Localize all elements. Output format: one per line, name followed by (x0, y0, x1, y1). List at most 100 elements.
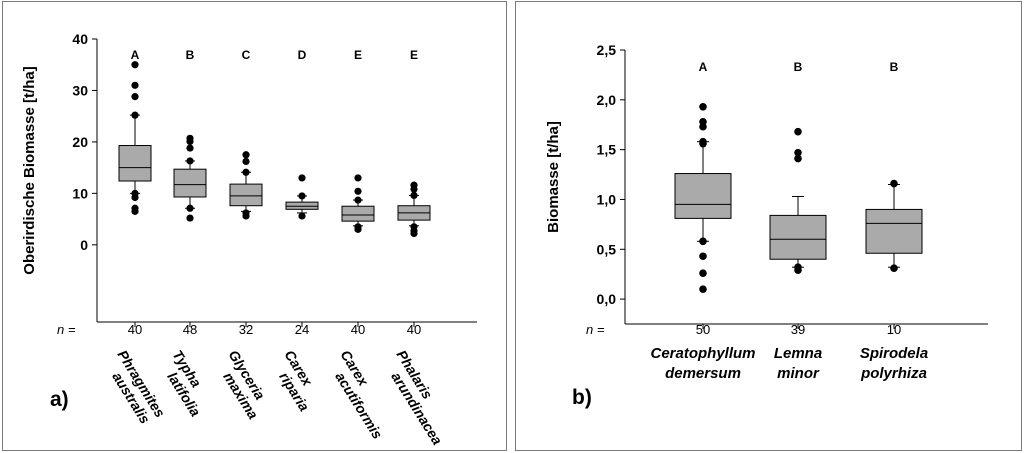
n-value: 40 (128, 322, 142, 337)
category-label-line1: Lemna (774, 345, 822, 362)
outlier-point (410, 229, 418, 238)
outlier-point (242, 212, 250, 220)
box-1 (118, 61, 152, 215)
outlier-point (794, 154, 802, 163)
outlier-point (699, 102, 707, 111)
iqr-box (341, 205, 375, 222)
y-tick-label: 20 (72, 134, 88, 150)
significance-letter: D (298, 48, 307, 62)
outlier-point (410, 191, 418, 200)
outlier-point (298, 174, 306, 182)
outlier-point (186, 214, 194, 222)
iqr-box (229, 183, 263, 207)
box-1 (674, 102, 732, 293)
outlier-point (131, 61, 139, 69)
n-value: 39 (791, 322, 805, 337)
outlier-point (298, 192, 306, 200)
outlier-point (354, 196, 362, 204)
outlier-point (354, 225, 362, 233)
outlier-point (354, 187, 362, 195)
iqr-box (173, 168, 207, 198)
outlier-point (242, 168, 250, 176)
significance-letter: B (186, 48, 195, 62)
iqr-box (285, 201, 319, 210)
outlier-point (794, 148, 802, 157)
outlier-point (699, 237, 707, 246)
box-3 (229, 151, 263, 220)
panel-label: a) (50, 388, 69, 411)
significance-letter: A (699, 60, 708, 74)
y-tick-label: 1,0 (597, 191, 617, 207)
y-tick-label: 2,0 (597, 92, 617, 108)
n-label: n = (586, 322, 605, 337)
n-label: n = (57, 322, 76, 337)
significance-letter: B (890, 60, 899, 74)
box-6 (397, 181, 431, 238)
y-axis-title: Oberirdische Biomasse [t/ha] (21, 66, 38, 274)
iqr-box (118, 145, 152, 182)
n-value: 48 (183, 322, 197, 337)
y-tick-label: 2,5 (597, 42, 617, 58)
category-label-line2: polyrhiza (860, 365, 927, 382)
outlier-point (131, 93, 139, 101)
outlier-point (242, 151, 250, 159)
significance-letter: E (410, 48, 418, 62)
outlier-point (699, 285, 707, 293)
outlier-point (699, 269, 707, 277)
significance-letter: E (354, 48, 362, 62)
outlier-point (354, 174, 362, 182)
panel-a-frame (2, 1, 507, 451)
outlier-point (699, 252, 707, 261)
outlier-point (794, 266, 802, 274)
outlier-point (131, 207, 139, 215)
outlier-point (794, 127, 802, 136)
outlier-point (410, 185, 418, 193)
n-value: 50 (696, 322, 710, 337)
y-tick-label: 10 (72, 185, 88, 201)
panel-a-chart: 40 30 20 10 0 Oberirdische Biomasse [t/ha] n =… (21, 31, 477, 448)
panel-b-frame (515, 1, 1022, 451)
outlier-point (186, 204, 194, 212)
significance-letter: A (131, 48, 140, 62)
significance-letter: C (242, 48, 251, 62)
category-label-line1: Spirodela (860, 345, 928, 362)
outlier-point (890, 179, 898, 188)
box-4 (285, 174, 319, 220)
y-tick-label: 0 (80, 237, 88, 253)
panel-b-chart: 2,5 2,0 1,5 1,0 0,5 0,0 Biomasse [t/ha] n = A 50 C… (545, 42, 988, 409)
box-2 (173, 134, 207, 222)
outlier-point (699, 122, 707, 131)
outlier-point (890, 264, 898, 273)
iqr-box (865, 208, 923, 254)
n-value: 40 (351, 322, 365, 337)
y-tick-label: 30 (72, 82, 88, 98)
category-label-line2: minor (777, 365, 820, 382)
outlier-point (131, 111, 139, 119)
n-value: 10 (887, 322, 901, 337)
significance-letter: B (794, 60, 803, 74)
category-label-line1: Ceratophyllum (650, 345, 755, 362)
outlier-point (186, 157, 194, 165)
box-5 (341, 174, 375, 233)
outlier-point (699, 139, 707, 148)
box-2 (769, 127, 827, 274)
outlier-point (131, 81, 139, 89)
panel-label: b) (572, 386, 592, 409)
category-label-line2: demersum (665, 365, 741, 382)
y-tick-label: 40 (72, 31, 88, 47)
n-value: 40 (407, 322, 421, 337)
y-tick-label: 0,0 (597, 291, 617, 307)
n-value: 24 (295, 322, 309, 337)
outlier-point (298, 212, 306, 220)
iqr-box (769, 214, 827, 260)
box-3 (865, 179, 923, 273)
outlier-point (186, 137, 194, 145)
y-axis-title: Biomasse [t/ha] (545, 121, 562, 233)
